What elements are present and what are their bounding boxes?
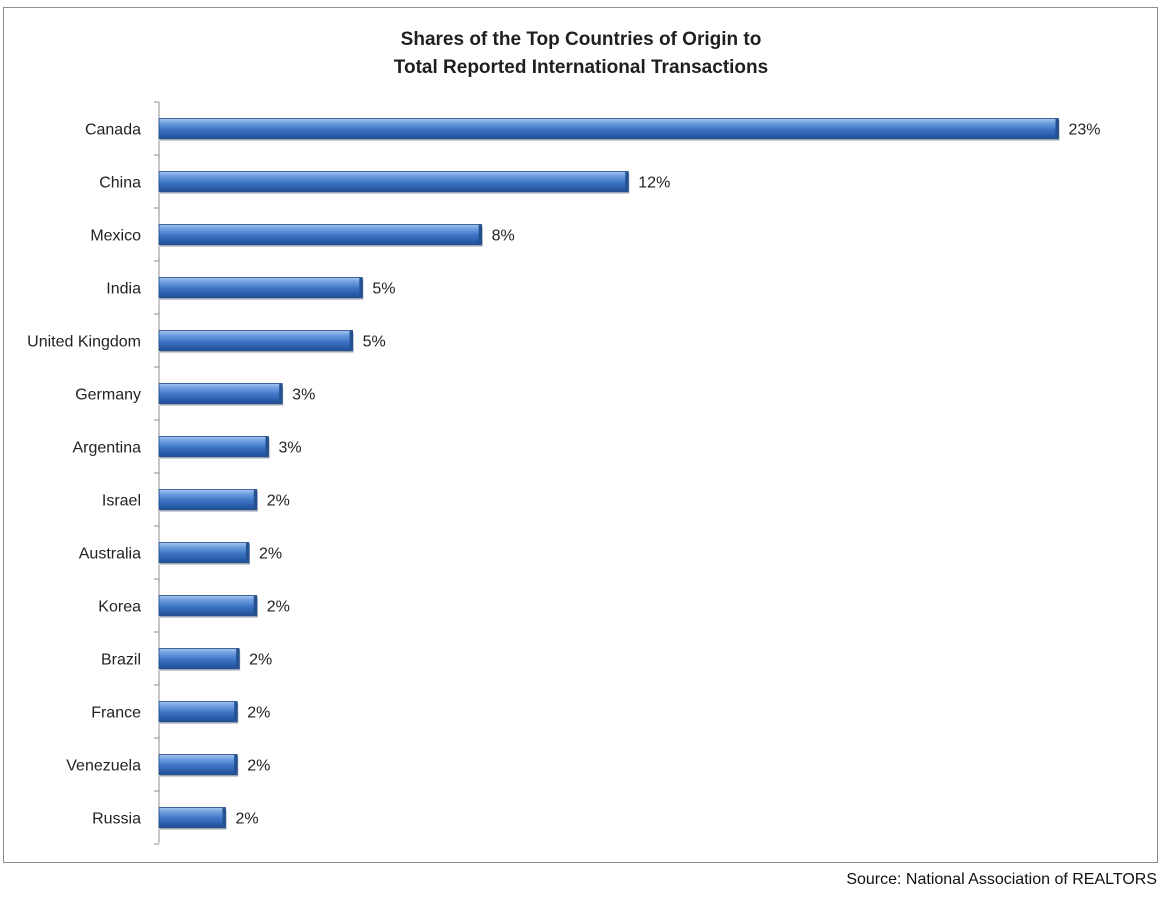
category-label: Mexico — [90, 228, 141, 245]
data-label: 8% — [492, 228, 515, 245]
category-labels: Canada China Mexico India United Kingdom Germ… — [27, 122, 141, 828]
bar-body — [158, 436, 269, 457]
bar-end-cap — [234, 754, 238, 775]
bar — [158, 224, 483, 247]
bar-end-cap — [478, 224, 482, 245]
bar — [158, 171, 630, 194]
data-label: 2% — [267, 599, 290, 616]
bar — [158, 595, 258, 618]
data-label: 2% — [259, 546, 282, 563]
data-label: 23% — [1068, 122, 1100, 139]
data-label: 5% — [363, 334, 386, 351]
bar-body — [158, 383, 283, 404]
category-label: India — [106, 281, 141, 298]
bar-end-cap — [279, 383, 283, 404]
bar-body — [158, 542, 250, 563]
bar — [158, 701, 239, 724]
bar — [158, 489, 258, 512]
bar-end-cap — [222, 807, 226, 828]
bar-end-cap — [253, 595, 257, 616]
bar-end-cap — [349, 330, 353, 351]
bar-end-cap — [245, 542, 249, 563]
data-labels: 23% 12% 8% 5% 5% 3% 3% 2% 2% 2% 2% 2% 2% 2% — [235, 122, 1100, 828]
data-label: 2% — [267, 493, 290, 510]
category-label: France — [91, 705, 141, 722]
data-label: 2% — [249, 652, 272, 669]
category-label: Australia — [79, 546, 141, 563]
category-label: Germany — [75, 387, 141, 404]
data-label: 12% — [638, 175, 670, 192]
bars — [158, 118, 1060, 830]
bar-body — [158, 118, 1059, 139]
category-label: Russia — [92, 811, 141, 828]
bar-body — [158, 277, 363, 298]
bar-end-cap — [253, 489, 257, 510]
bar-body — [158, 807, 226, 828]
bar-body — [158, 224, 483, 245]
bar-end-cap — [236, 648, 240, 669]
bar — [158, 436, 270, 459]
category-label: Venezuela — [66, 758, 141, 775]
bar — [158, 754, 239, 777]
bar — [158, 383, 284, 406]
source-note: Source: National Association of REALTORS — [846, 871, 1157, 888]
bar-end-cap — [234, 701, 238, 722]
bar-body — [158, 489, 258, 510]
bar — [158, 330, 354, 353]
bar-body — [158, 595, 258, 616]
chart-title-line-1: Shares of the Top Countries of Origin to — [401, 29, 762, 50]
bar-end-cap — [1055, 118, 1059, 139]
data-label: 2% — [235, 811, 258, 828]
category-label: Brazil — [101, 652, 141, 669]
category-label: Canada — [85, 122, 141, 139]
bar — [158, 648, 241, 671]
bar-end-cap — [265, 436, 269, 457]
bar-body — [158, 701, 238, 722]
data-label: 3% — [292, 387, 315, 404]
category-label: Israel — [102, 493, 141, 510]
bar-body — [158, 330, 353, 351]
bar — [158, 807, 227, 830]
category-label: China — [99, 175, 141, 192]
bar — [158, 118, 1060, 141]
bar-body — [158, 171, 629, 192]
bar — [158, 542, 250, 565]
data-label: 2% — [247, 758, 270, 775]
bar-end-cap — [625, 171, 629, 192]
category-label: United Kingdom — [27, 334, 141, 351]
y-axis-ticks — [154, 101, 159, 845]
bar-body — [158, 648, 240, 669]
category-label: Argentina — [73, 440, 142, 457]
chart-title-line-2: Total Reported International Transaction… — [394, 57, 768, 78]
bar-body — [158, 754, 238, 775]
data-label: 3% — [278, 440, 301, 457]
data-label: 2% — [247, 705, 270, 722]
category-label: Korea — [98, 599, 141, 616]
bar — [158, 277, 364, 300]
bar-end-cap — [359, 277, 363, 298]
data-label: 5% — [372, 281, 395, 298]
